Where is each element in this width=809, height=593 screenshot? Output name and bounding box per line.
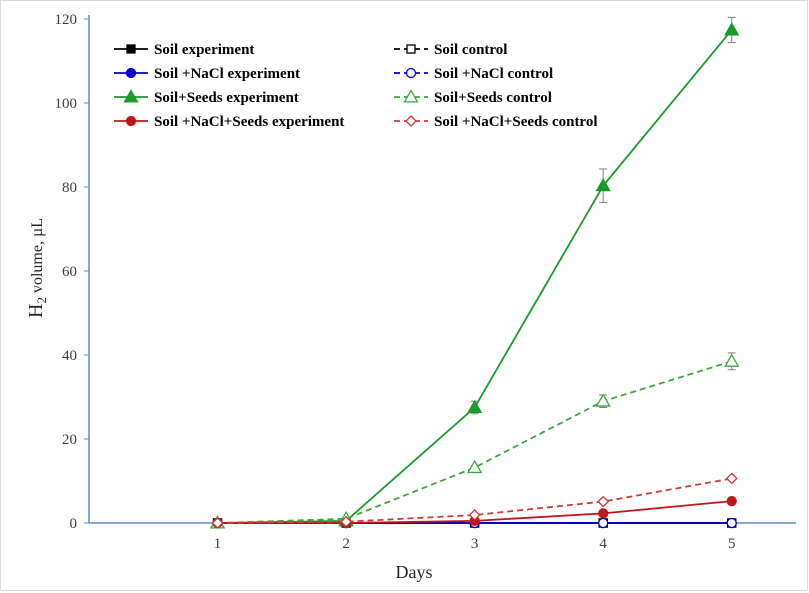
legend-label: Soil+Seeds experiment — [154, 90, 299, 106]
y-axis-title: H2 volume, µL — [25, 218, 49, 318]
soil-seeds-experiment-legend-marker — [123, 89, 139, 103]
soil-nacl-seeds-experiment-legend-marker — [125, 115, 137, 127]
soil-seeds-control-point — [724, 353, 740, 367]
legend-label: Soil +NaCl+Seeds experiment — [154, 114, 344, 130]
legend-entry: Soil+Seeds experiment — [114, 89, 299, 106]
x-axis-title: Days — [396, 562, 433, 582]
soil-seeds-control-point — [467, 459, 483, 474]
legend-label: Soil +NaCl+Seeds control — [434, 114, 598, 130]
legend-entry: Soil +NaCl+Seeds experiment — [114, 114, 344, 130]
legend-entry: Soil control — [394, 42, 507, 58]
series-soil-seeds-control — [209, 352, 740, 529]
legend-entry: Soil +NaCl control — [394, 66, 553, 82]
y-tick-label: 120 — [55, 12, 78, 28]
legend-label: Soil control — [434, 42, 507, 58]
legend-label: Soil+Seeds control — [434, 90, 552, 106]
soil-nacl-experiment-legend-marker — [125, 67, 137, 79]
x-tick-label: 4 — [599, 536, 607, 552]
soil-nacl-control-point — [598, 517, 609, 529]
x-tick-label: 5 — [728, 536, 736, 552]
series-soil-nacl-seeds-control — [211, 472, 738, 529]
soil-seeds-experiment-point — [467, 399, 483, 414]
series-line — [217, 477, 732, 524]
soil-seeds-control-point — [595, 393, 611, 407]
x-tick-label: 3 — [471, 536, 479, 552]
legend-entry: Soil +NaCl+Seeds control — [394, 114, 598, 130]
soil-nacl-control-point — [726, 517, 737, 529]
soil-nacl-control-legend-marker — [405, 67, 417, 79]
y-tick-label: 100 — [55, 96, 78, 112]
legend-label: Soil +NaCl experiment — [154, 66, 300, 82]
x-tick-label: 2 — [342, 536, 350, 552]
y-tick-label: 20 — [62, 432, 77, 448]
legend-entry: Soil+Seeds control — [394, 89, 552, 106]
legend-entry: Soil +NaCl experiment — [114, 66, 300, 82]
y-tick-label: 40 — [62, 348, 77, 364]
legend: Soil experiment Soil control Soil +NaCl ex… — [114, 42, 598, 130]
soil-seeds-control-legend-marker — [403, 89, 419, 103]
soil-nacl-seeds-control-legend-marker — [405, 115, 417, 127]
soil-nacl-seeds-control-point — [725, 472, 738, 485]
soil-seeds-experiment-point — [724, 22, 740, 36]
soil-seeds-experiment-point — [595, 177, 611, 192]
soil-nacl-seeds-control-point — [211, 517, 224, 529]
legend-entry: Soil experiment — [114, 42, 254, 58]
soil-experiment-legend-marker — [126, 44, 136, 54]
soil-nacl-seeds-control-point — [468, 509, 481, 521]
series-line — [217, 360, 732, 524]
soil-control-legend-marker — [406, 44, 416, 54]
soil-nacl-seeds-experiment-point — [598, 508, 609, 519]
soil-nacl-seeds-control-point — [340, 515, 353, 528]
soil-nacl-seeds-control-point — [597, 495, 610, 508]
y-tick-label: 0 — [70, 516, 78, 532]
y-tick-label: 80 — [62, 180, 77, 196]
soil-nacl-seeds-experiment-point — [726, 496, 737, 507]
x-tick-label: 1 — [214, 536, 222, 552]
legend-label: Soil +NaCl control — [434, 66, 553, 82]
legend-label: Soil experiment — [154, 42, 254, 58]
series-layer — [209, 16, 740, 529]
y-tick-label: 60 — [62, 264, 77, 280]
